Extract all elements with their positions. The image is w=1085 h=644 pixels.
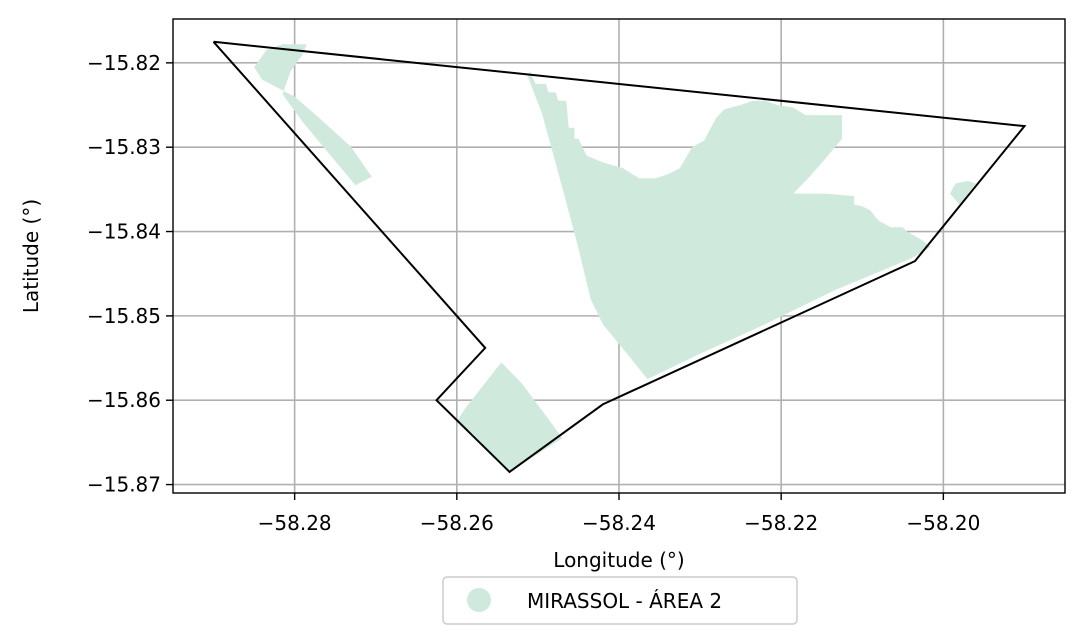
x-tick-label: −58.22: [744, 511, 818, 535]
y-axis-ticks: −15.82 −15.83 −15.84 −15.85 −15.86 −15.87: [87, 51, 173, 497]
legend-swatch-icon: [467, 588, 491, 612]
x-tick-label: −58.20: [906, 511, 980, 535]
area-polygon: [527, 71, 932, 380]
y-tick-label: −15.83: [87, 135, 161, 159]
y-tick-label: −15.86: [87, 388, 161, 412]
y-tick-label: −15.85: [87, 304, 161, 328]
y-axis-title: Latitude (°): [19, 199, 43, 313]
plot-area: [172, 18, 1066, 494]
y-tick-label: −15.87: [87, 473, 161, 497]
mirassol-area-polygons: [254, 44, 976, 472]
x-tick-label: −58.24: [582, 511, 656, 535]
boundary-outline-group: [212, 40, 1027, 474]
x-axis-ticks: −58.28 −58.26 −58.24 −58.22 −58.20: [258, 493, 980, 535]
x-tick-label: −58.26: [420, 511, 494, 535]
area-polygon: [254, 44, 372, 186]
x-tick-label: −58.28: [258, 511, 332, 535]
y-tick-label: −15.82: [87, 51, 161, 75]
x-axis-title: Longitude (°): [553, 548, 684, 572]
legend-label: MIRASSOL - ÁREA 2: [527, 589, 722, 613]
legend-frame: [442, 576, 798, 625]
legend: MIRASSOL - ÁREA 2: [442, 576, 798, 625]
area-polygon: [456, 362, 563, 472]
y-tick-label: −15.84: [87, 220, 161, 244]
boundary-outline: [212, 40, 1027, 474]
area-polygon: [949, 180, 976, 205]
